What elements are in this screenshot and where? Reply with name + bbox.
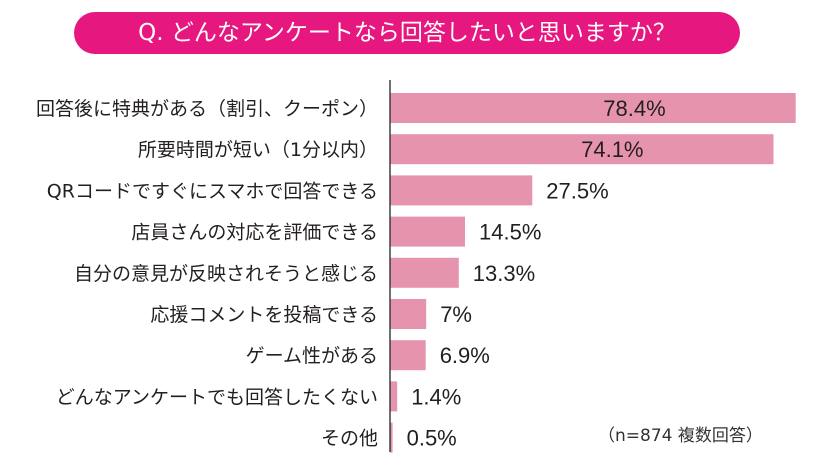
value-label-3: 27.5% [546, 178, 608, 203]
value-label-5: 13.3% [473, 261, 535, 286]
category-label-6: 応援コメントを投稿できる [150, 304, 378, 326]
bar-9 [390, 422, 393, 453]
value-label-2: 74.1% [581, 137, 643, 162]
bar-1 [390, 93, 796, 123]
category-label-1: 回答後に特典がある（割引、クーポン） [36, 98, 378, 120]
value-label-1: 78.4% [603, 96, 665, 121]
value-label-9: 0.5% [407, 426, 457, 451]
value-label-6: 7% [440, 302, 472, 327]
chart-title: Q. どんなアンケートなら回答したいと思いますか？ [74, 12, 740, 54]
category-label-8: どんなアンケートでも回答したくない [56, 386, 378, 408]
category-label-9: その他 [321, 428, 378, 450]
value-label-4: 14.5% [479, 220, 541, 245]
category-label-3: QRコードですぐにスマホで回答できる [47, 180, 378, 202]
sample-note: （n=874 複数回答） [598, 426, 763, 446]
bar-6 [390, 299, 427, 329]
bar-8 [390, 381, 398, 412]
bar-5 [390, 257, 459, 288]
bar-2 [390, 134, 774, 165]
category-label-4: 店員さんの対応を評価できる [131, 222, 378, 244]
value-label-7: 6.9% [440, 343, 490, 368]
bar-4 [390, 216, 465, 247]
category-label-2: 所要時間が短い（1分以内） [138, 139, 378, 161]
category-label-7: ゲーム性がある [246, 345, 378, 367]
bar-3 [390, 175, 533, 206]
bar-7 [390, 340, 426, 371]
value-label-8: 1.4% [411, 384, 461, 409]
category-label-5: 自分の意見が反映されそうと感じる [74, 263, 378, 285]
